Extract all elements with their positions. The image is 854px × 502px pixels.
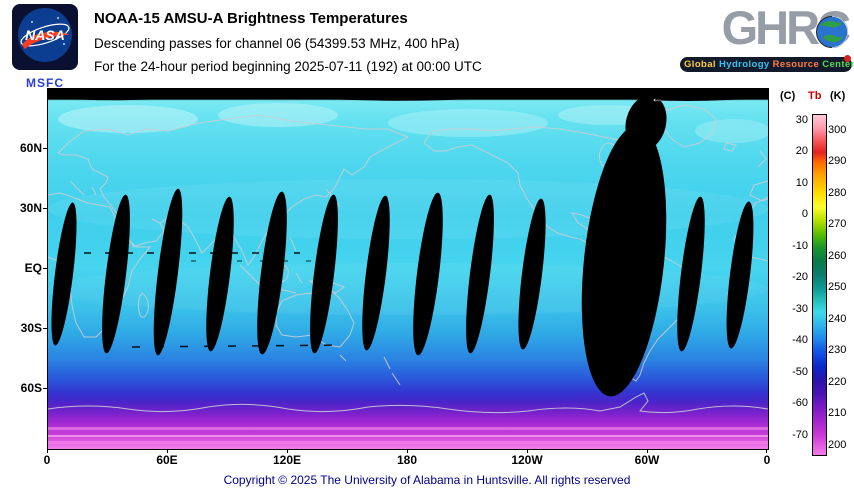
tick-mark <box>527 449 528 453</box>
ghrc-banner-word: Center <box>822 59 854 70</box>
colorbar-k-tick: 290 <box>828 155 847 167</box>
tick-mark <box>167 449 168 453</box>
cursor-arrow-icon: ← <box>651 91 663 105</box>
ghrc-banner-word: Hydrology <box>719 59 770 70</box>
colorbar-c-tick: 10 <box>795 177 808 189</box>
colorbar-c-tick: -40 <box>792 334 808 346</box>
colorbar-gradient <box>812 114 827 456</box>
tick-mark <box>407 449 408 453</box>
colorbar-c-tick: -10 <box>792 240 808 252</box>
colorbar-k-tick: 240 <box>828 313 847 325</box>
x-axis-label-180: 180 <box>396 453 418 467</box>
tick-mark <box>766 449 767 453</box>
nasa-msfc-logo: NASA MSFC <box>12 4 78 90</box>
brightness-temperature-map: ← <box>47 88 771 450</box>
tick-mark <box>43 148 47 149</box>
title-block: NOAA-15 AMSU-A Brightness Temperatures D… <box>94 10 482 82</box>
tick-mark <box>47 449 48 453</box>
swath-artifact-dashes <box>84 252 349 348</box>
x-axis-label-0b: 0 <box>763 453 771 467</box>
colorbar-k-tick: 270 <box>828 218 847 230</box>
colorbar-k-tick: 250 <box>828 281 847 293</box>
nasa-logo-text: NASA <box>25 27 65 43</box>
tick-mark <box>43 208 47 209</box>
page-title: NOAA-15 AMSU-A Brightness Temperatures <box>94 10 408 27</box>
ghrc-banner: Global Hydrology Resource Center <box>680 57 854 72</box>
globe-icon <box>816 16 848 48</box>
colorbar-c-tick: 20 <box>795 145 808 157</box>
ghrc-red-dot-icon <box>844 55 851 62</box>
colorbar-k-tick: 230 <box>828 344 847 356</box>
map-canvas: ← <box>47 89 771 449</box>
colorbar-c-tick: -70 <box>792 429 808 441</box>
tick-mark <box>287 449 288 453</box>
colorbar-k-tick: 210 <box>828 407 847 419</box>
x-axis-label-120w: 120W <box>511 453 543 467</box>
ghrc-banner-word: Resource <box>772 59 820 70</box>
colorbar-c-tick: -50 <box>792 366 808 378</box>
tick-mark <box>647 449 648 453</box>
copyright-text: Copyright © 2025 The University of Alaba… <box>223 473 631 487</box>
colorbar-k-tick: 260 <box>828 250 847 262</box>
nasa-meatball-icon: NASA <box>12 4 78 70</box>
msfc-label: MSFC <box>26 76 64 90</box>
tick-mark <box>43 388 47 389</box>
y-axis-label-30n: 30N <box>19 201 42 215</box>
colorbar-k-tick: 280 <box>828 187 847 199</box>
colorbar-c-tick: -30 <box>792 303 808 315</box>
x-axis-label-60e: 60E <box>156 453 178 467</box>
colorbar-unit-kelvin: (K) <box>830 90 846 102</box>
y-axis-label-eq: EQ <box>24 261 42 275</box>
x-axis-label-120e: 120E <box>272 453 302 467</box>
y-axis-label-30s: 30S <box>20 321 42 335</box>
colorbar-c-tick: 0 <box>801 208 808 220</box>
ghrc-banner-word: Global <box>684 59 716 70</box>
y-axis-label-60s: 60S <box>20 381 42 395</box>
tick-mark <box>43 268 47 269</box>
no-data-gaps <box>48 89 768 397</box>
colorbar-c-tick: 30 <box>795 114 808 126</box>
colorbar: (C) Tb (K) 30 20 10 0 -10 -20 -30 -40 -5… <box>780 90 854 490</box>
colorbar-k-tick: 300 <box>828 124 847 136</box>
colorbar-unit-tb: Tb <box>808 90 822 102</box>
tick-mark <box>43 328 47 329</box>
y-axis-label-60n: 60N <box>19 141 42 155</box>
ghrc-logo-letters: GHRC <box>680 2 852 62</box>
colorbar-c-tick: -60 <box>792 397 808 409</box>
colorbar-c-tick: -20 <box>792 271 808 283</box>
page-subtitle-2: For the 24-hour period beginning 2025-07… <box>94 59 482 74</box>
colorbar-unit-celsius: (C) <box>780 90 796 102</box>
x-axis-label-0a: 0 <box>43 453 51 467</box>
page-subtitle-1: Descending passes for channel 06 (54399.… <box>94 36 460 51</box>
x-axis-label-60w: 60W <box>634 453 660 467</box>
colorbar-k-tick: 200 <box>828 439 847 451</box>
colorbar-k-tick: 220 <box>828 376 847 388</box>
ghrc-logo: GHRC Global Hydrology Resource Center <box>680 2 854 72</box>
